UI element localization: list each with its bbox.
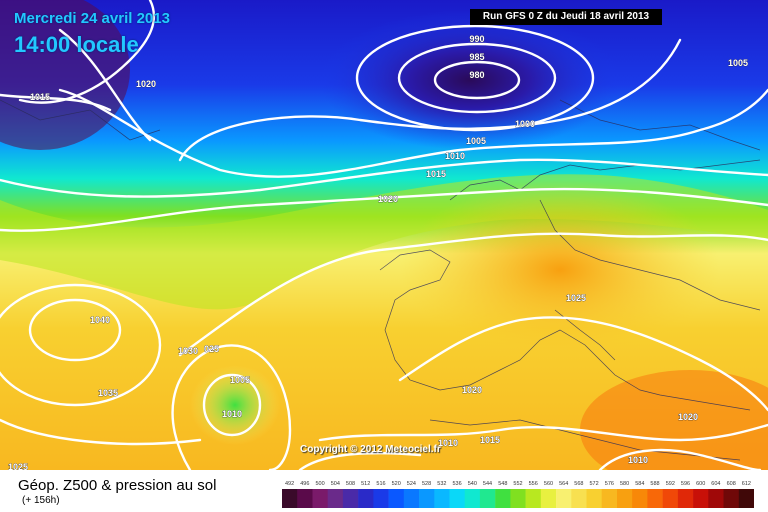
copyright-text: Copyright © 2012 Meteociel.fr xyxy=(300,444,441,455)
pressure-label: 1030 xyxy=(178,346,198,356)
legend-swatch xyxy=(647,489,663,508)
legend-value: 592 xyxy=(666,481,675,487)
map-variable-label: Géop. Z500 & pression au sol xyxy=(18,477,217,494)
pressure-label: 1015 xyxy=(480,435,500,445)
legend-value: 596 xyxy=(681,481,690,487)
pressure-label: 1010 xyxy=(222,409,242,419)
legend-swatch xyxy=(358,489,374,508)
legend-swatch xyxy=(297,489,313,508)
legend-swatch xyxy=(677,489,694,508)
legend-value: 500 xyxy=(316,481,325,487)
legend-value: 584 xyxy=(635,481,644,487)
legend-value: 524 xyxy=(407,481,416,487)
legend-swatch xyxy=(388,489,405,508)
legend-swatch xyxy=(540,489,557,508)
legend-value: 580 xyxy=(620,481,629,487)
legend-swatch xyxy=(525,489,542,508)
pressure-label: 980 xyxy=(469,70,484,80)
pressure-label: 1005 xyxy=(230,375,250,385)
legend-value: 512 xyxy=(361,481,370,487)
legend-swatch xyxy=(693,489,709,508)
forecast-local-time: 14:00 locale xyxy=(14,32,139,57)
pressure-label: 1015 xyxy=(426,169,446,179)
legend-value: 576 xyxy=(605,481,614,487)
legend-swatch xyxy=(449,489,465,508)
legend-value: 568 xyxy=(574,481,583,487)
legend-swatch xyxy=(632,489,648,508)
legend-value: 612 xyxy=(742,481,751,487)
legend-swatch xyxy=(403,489,420,508)
legend-value: 544 xyxy=(483,481,492,487)
forecast-lead-time: (+ 156h) xyxy=(22,495,60,506)
legend-value: 604 xyxy=(711,481,720,487)
legend-value: 492 xyxy=(285,481,294,487)
pressure-label: 025 xyxy=(204,344,219,354)
legend-value: 548 xyxy=(498,481,507,487)
legend-value: 536 xyxy=(453,481,462,487)
legend-value: 516 xyxy=(376,481,385,487)
pressure-label: 1015 xyxy=(30,92,50,102)
legend-swatch xyxy=(556,489,572,508)
legend-value: 556 xyxy=(529,481,538,487)
legend-swatch xyxy=(282,489,298,508)
pressure-label: 1005 xyxy=(728,58,748,68)
legend-value: 564 xyxy=(559,481,568,487)
legend-swatch xyxy=(342,489,359,508)
legend-value: 560 xyxy=(544,481,553,487)
color-scale-legend: 492 496 500 504 508 512 516 520 524 528 532 536 540 5… xyxy=(282,481,754,508)
legend-swatch xyxy=(662,489,679,508)
pressure-label: 1010 xyxy=(628,455,648,465)
legend-value: 608 xyxy=(727,481,736,487)
legend-swatch xyxy=(327,489,344,508)
legend-swatch xyxy=(708,489,724,508)
forecast-date: Mercredi 24 avril 2013 xyxy=(14,10,170,27)
pressure-labels: 990 985 980 1000 1005 1010 1015 1020 102… xyxy=(8,34,749,470)
pressure-label: 1010 xyxy=(445,151,465,161)
legend-swatch xyxy=(617,489,633,508)
legend-swatch xyxy=(464,489,481,508)
legend-value: 528 xyxy=(422,481,431,487)
legend-value: 552 xyxy=(513,481,522,487)
pressure-label: 1005 xyxy=(466,136,486,146)
pressure-label: 1010 xyxy=(438,438,458,448)
pressure-label: 985 xyxy=(469,52,484,62)
model-run-label: Run GFS 0 Z du Jeudi 18 avril 2013 xyxy=(470,9,662,25)
legend-value: 572 xyxy=(590,481,599,487)
pressure-label: 1025 xyxy=(8,462,28,470)
geopotential-map: 990 985 980 1000 1005 1010 1015 1020 102… xyxy=(0,0,768,470)
pressure-label: 1020 xyxy=(678,412,698,422)
legend-swatch xyxy=(479,489,496,508)
legend-swatch xyxy=(312,489,328,508)
legend-swatch xyxy=(495,489,511,508)
legend-swatch xyxy=(601,489,618,508)
pressure-label: 1020 xyxy=(462,385,482,395)
legend-swatch xyxy=(586,489,602,508)
pressure-label: 1035 xyxy=(98,388,118,398)
legend-swatch xyxy=(571,489,587,508)
pressure-label: 1020 xyxy=(136,79,156,89)
pressure-label: 1000 xyxy=(515,119,535,129)
legend-value: 520 xyxy=(392,481,401,487)
pressure-label: 1020 xyxy=(378,194,398,204)
legend-swatch xyxy=(738,489,754,508)
pressure-label: 990 xyxy=(469,34,484,44)
legend-swatch xyxy=(373,489,389,508)
legend-value: 504 xyxy=(331,481,340,487)
pressure-label: 1025 xyxy=(566,293,586,303)
legend-value: 540 xyxy=(468,481,477,487)
legend-value: 532 xyxy=(437,481,446,487)
legend-swatch xyxy=(723,489,739,508)
legend-swatch xyxy=(419,489,435,508)
legend-swatch xyxy=(510,489,526,508)
pressure-label: 1040 xyxy=(90,315,110,325)
legend-value: 496 xyxy=(300,481,309,487)
legend-value: 588 xyxy=(650,481,659,487)
legend-value: 600 xyxy=(696,481,705,487)
legend-swatch xyxy=(434,489,450,508)
legend-value: 508 xyxy=(346,481,355,487)
